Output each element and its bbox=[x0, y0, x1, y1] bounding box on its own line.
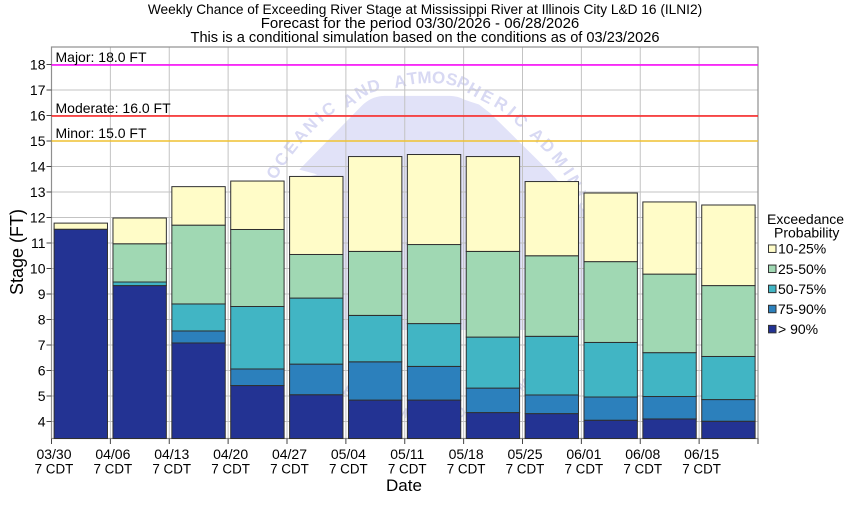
svg-text:05/18: 05/18 bbox=[449, 446, 484, 462]
svg-text:A: A bbox=[392, 71, 408, 92]
svg-text:7 CDT: 7 CDT bbox=[447, 462, 486, 477]
svg-text:14: 14 bbox=[30, 159, 46, 175]
svg-text:7 CDT: 7 CDT bbox=[682, 462, 721, 477]
svg-text:03/30: 03/30 bbox=[36, 446, 71, 462]
svg-text:7 CDT: 7 CDT bbox=[270, 462, 309, 477]
svg-text:O: O bbox=[431, 68, 446, 88]
svg-text:Minor: 15.0 FT: Minor: 15.0 FT bbox=[56, 125, 147, 141]
svg-text:5: 5 bbox=[38, 388, 46, 404]
svg-text:7 CDT: 7 CDT bbox=[623, 462, 662, 477]
svg-text:Probability: Probability bbox=[774, 225, 839, 241]
svg-text:T: T bbox=[406, 68, 420, 88]
svg-text:11: 11 bbox=[31, 235, 46, 251]
svg-text:16: 16 bbox=[30, 108, 46, 124]
svg-text:06/08: 06/08 bbox=[625, 446, 660, 462]
svg-text:18: 18 bbox=[30, 57, 46, 73]
svg-text:7: 7 bbox=[38, 337, 46, 353]
svg-text:25-50%: 25-50% bbox=[778, 261, 826, 277]
svg-text:Moderate: 16.0 FT: Moderate: 16.0 FT bbox=[56, 100, 172, 116]
svg-text:7 CDT: 7 CDT bbox=[329, 462, 368, 477]
svg-text:05/11: 05/11 bbox=[390, 446, 424, 462]
svg-text:17: 17 bbox=[30, 82, 46, 98]
svg-text:05/25: 05/25 bbox=[507, 446, 542, 462]
svg-text:D: D bbox=[365, 75, 382, 97]
svg-text:05/04: 05/04 bbox=[331, 446, 366, 462]
svg-text:7 CDT: 7 CDT bbox=[388, 462, 427, 477]
svg-text:Weekly Chance of Exceeding Riv: Weekly Chance of Exceeding River Stage a… bbox=[148, 2, 702, 17]
svg-text:06/01: 06/01 bbox=[566, 446, 601, 462]
svg-text:04/06: 04/06 bbox=[95, 446, 130, 462]
svg-text:15: 15 bbox=[30, 133, 46, 149]
svg-text:7 CDT: 7 CDT bbox=[35, 462, 74, 477]
svg-text:8: 8 bbox=[38, 312, 46, 328]
svg-text:13: 13 bbox=[30, 184, 46, 200]
svg-text:7 CDT: 7 CDT bbox=[565, 462, 604, 477]
svg-text:10-25%: 10-25% bbox=[778, 241, 826, 257]
svg-text:12: 12 bbox=[30, 210, 46, 226]
svg-text:9: 9 bbox=[38, 286, 46, 302]
svg-text:> 90%: > 90% bbox=[778, 321, 818, 337]
svg-text:50-75%: 50-75% bbox=[778, 281, 826, 297]
svg-text:04/20: 04/20 bbox=[213, 446, 248, 462]
svg-text:Exceedance: Exceedance bbox=[767, 211, 844, 227]
svg-text:Major: 18.0 FT: Major: 18.0 FT bbox=[56, 49, 147, 65]
svg-text:10: 10 bbox=[30, 261, 46, 277]
svg-text:Forecast for the period 03/30/: Forecast for the period 03/30/2026 - 06/… bbox=[261, 15, 580, 32]
svg-text:7 CDT: 7 CDT bbox=[94, 462, 133, 477]
svg-text:06/15: 06/15 bbox=[684, 446, 719, 462]
svg-text:Date: Date bbox=[386, 476, 422, 495]
svg-text:7 CDT: 7 CDT bbox=[211, 462, 250, 477]
svg-text:04/27: 04/27 bbox=[272, 446, 307, 462]
svg-text:Stage (FT): Stage (FT) bbox=[7, 209, 27, 295]
svg-text:M: M bbox=[417, 68, 432, 87]
svg-text:7 CDT: 7 CDT bbox=[152, 462, 191, 477]
svg-text:7 CDT: 7 CDT bbox=[506, 462, 545, 477]
svg-text:This is a conditional simulati: This is a conditional simulation based o… bbox=[191, 30, 660, 46]
svg-text:6: 6 bbox=[38, 363, 46, 379]
svg-text:75-90%: 75-90% bbox=[778, 301, 826, 317]
svg-text:04/13: 04/13 bbox=[154, 446, 189, 462]
svg-text:4: 4 bbox=[38, 414, 46, 430]
svg-text:S: S bbox=[444, 69, 459, 90]
